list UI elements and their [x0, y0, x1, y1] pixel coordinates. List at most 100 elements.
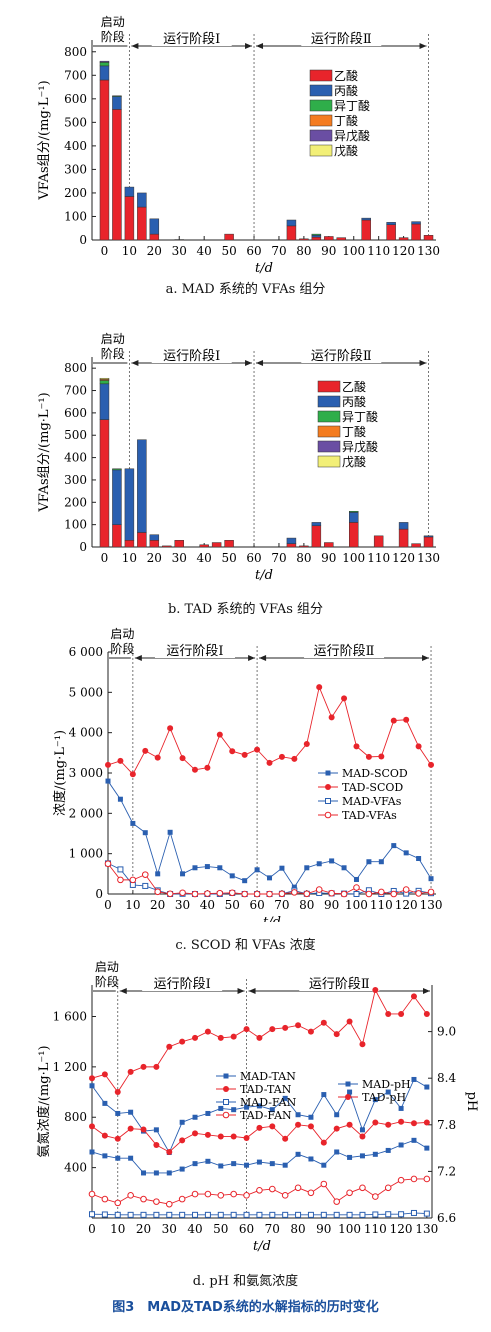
data-point: [307, 1211, 314, 1218]
data-point: [423, 1210, 430, 1217]
x-tick-label: 100: [345, 898, 368, 912]
data-point: [104, 860, 112, 868]
x-axis-label: t/d: [255, 261, 273, 275]
data-point: [269, 1123, 276, 1130]
data-point: [316, 684, 323, 691]
data-point: [341, 695, 348, 702]
bar-segment: [398, 528, 409, 548]
data-point: [167, 829, 173, 835]
legend-label: 异丁酸: [342, 409, 378, 424]
y-tick-label: 4 000: [69, 726, 103, 740]
y-axis-label: VFAs组分/(mg·L⁻¹): [37, 392, 52, 512]
data-point: [269, 1211, 276, 1218]
legend-label: 乙酸: [342, 379, 366, 394]
bar-segment: [174, 239, 184, 241]
data-point: [378, 859, 384, 865]
bar-segment: [349, 510, 359, 513]
data-point: [217, 1133, 224, 1140]
data-point: [295, 1121, 302, 1128]
x-axis-label: t/d: [253, 1239, 271, 1254]
data-point: [359, 1133, 366, 1140]
data-point: [398, 1010, 405, 1017]
stage-arrowhead: [256, 360, 264, 366]
bar-segment: [311, 235, 322, 238]
data-point: [303, 740, 310, 747]
x-tick-label: 30: [162, 1222, 177, 1236]
data-point: [334, 1112, 340, 1118]
x-tick-label: 10: [122, 551, 137, 565]
y-tick-label: 500: [64, 115, 87, 129]
data-point: [291, 884, 297, 890]
data-point: [411, 1076, 417, 1082]
legend-marker: [324, 811, 332, 819]
legend-marker: [223, 1086, 229, 1092]
legend-label: MAD-SCOD: [342, 767, 408, 780]
bar-segment: [349, 512, 359, 523]
data-point: [231, 1161, 237, 1167]
data-point: [114, 1211, 121, 1218]
run2-label-bg: [301, 32, 382, 46]
data-point: [390, 890, 398, 898]
data-point: [390, 717, 397, 724]
data-point: [230, 1033, 237, 1040]
data-point: [254, 746, 261, 753]
data-point: [228, 889, 236, 897]
bar-segment: [124, 468, 135, 541]
legend-marker: [345, 1081, 351, 1087]
caption-b: b. TAD 系统的 VFAs 组分: [167, 602, 324, 617]
bar-segment: [199, 544, 209, 548]
run1-stage-label: 运行阶段Ⅰ: [154, 977, 211, 992]
legend-swatch: [317, 380, 341, 393]
data-point: [427, 888, 435, 896]
data-point: [416, 856, 422, 862]
y-tick-label: 400: [64, 139, 87, 153]
stage-arrowhead: [131, 43, 139, 49]
data-point: [378, 888, 385, 896]
bar-segment: [99, 383, 110, 420]
data-point: [315, 886, 323, 893]
data-point: [231, 1107, 237, 1113]
legend-marker: [345, 1094, 351, 1100]
data-point: [385, 1121, 392, 1128]
data-point: [153, 1170, 159, 1176]
stage-arrowhead: [237, 988, 245, 994]
x-tick-label: 20: [136, 1222, 151, 1236]
startup-stage-label-line1: 启动: [101, 15, 125, 29]
x-tick-label: 110: [367, 244, 390, 258]
run2-label-bg: [301, 349, 382, 363]
data-point: [128, 1155, 134, 1161]
data-point: [415, 743, 422, 750]
bar-segment: [99, 380, 110, 385]
x-tick-label: 40: [197, 244, 212, 258]
data-point: [141, 871, 149, 878]
legend-label: 异丁酸: [334, 98, 370, 113]
y-tick-label: 800: [64, 1110, 87, 1124]
x-tick-label: 20: [150, 898, 165, 912]
bar-segment: [137, 192, 147, 208]
bar-segment: [112, 95, 122, 97]
bar-segment: [211, 542, 222, 548]
x-tick-label: 70: [265, 1222, 280, 1236]
bar-segment: [137, 206, 147, 241]
legend-marker: [222, 1111, 230, 1119]
data-point: [242, 878, 248, 884]
data-point: [346, 1018, 353, 1025]
bar-segment: [149, 540, 160, 548]
stage-arrowhead: [248, 655, 256, 661]
x-tick-label: 0: [88, 1222, 96, 1236]
data-point: [320, 1139, 327, 1146]
data-point: [307, 1028, 314, 1035]
data-point: [308, 1114, 314, 1120]
bar-segment: [311, 236, 322, 241]
x-tick-label: 120: [395, 898, 418, 912]
data-point: [241, 890, 248, 898]
x-tick-label: 80: [296, 551, 311, 565]
data-point: [127, 1211, 134, 1218]
x-tick-label: 30: [172, 244, 187, 258]
bar-segment: [99, 65, 110, 81]
data-point: [244, 1162, 250, 1168]
data-point: [372, 1193, 379, 1200]
x-tick-label: 90: [321, 244, 336, 258]
data-point: [191, 766, 198, 773]
bar-segment: [112, 468, 122, 471]
